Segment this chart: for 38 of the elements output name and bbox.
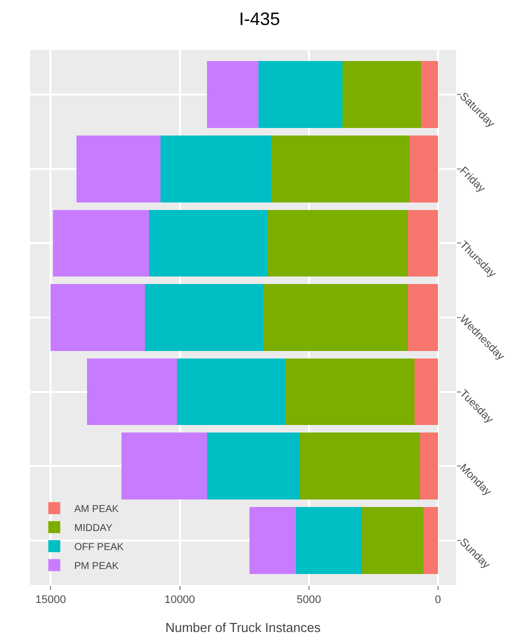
bar	[420, 432, 438, 500]
legend-label: OFF PEAK	[74, 542, 124, 554]
bar	[148, 210, 268, 277]
bar	[249, 506, 296, 574]
bar	[342, 61, 422, 128]
bar	[296, 506, 362, 574]
bar	[362, 506, 424, 574]
bar	[300, 432, 420, 500]
bar	[76, 135, 160, 202]
bar	[122, 432, 207, 500]
bar	[408, 210, 438, 277]
bar	[206, 61, 258, 128]
bar	[177, 358, 286, 426]
chart-title: I-435	[238, 9, 280, 29]
bar	[160, 135, 272, 202]
bar	[86, 358, 178, 426]
x-tick-label: 0	[434, 594, 441, 606]
x-tick-label: 10000	[164, 594, 196, 606]
bar	[50, 284, 145, 351]
bar	[53, 210, 149, 277]
x-tick-label: 5000	[296, 594, 322, 606]
x-axis-title: Number of Truck Instances	[165, 620, 322, 635]
bar	[268, 210, 408, 277]
bar	[424, 506, 438, 574]
bar	[410, 135, 438, 202]
legend-label: PM PEAK	[74, 561, 120, 572]
bar	[264, 284, 408, 351]
x-tick-label: 15000	[35, 594, 66, 606]
bar	[421, 61, 438, 128]
bar	[408, 284, 438, 351]
legend-label: MIDDAY	[74, 523, 113, 534]
bar	[271, 135, 410, 202]
legend-label: AM PEAK	[74, 504, 120, 516]
bar	[144, 284, 264, 351]
bar	[206, 432, 300, 500]
bar	[414, 358, 438, 426]
bar	[258, 61, 342, 128]
bar	[286, 358, 415, 426]
